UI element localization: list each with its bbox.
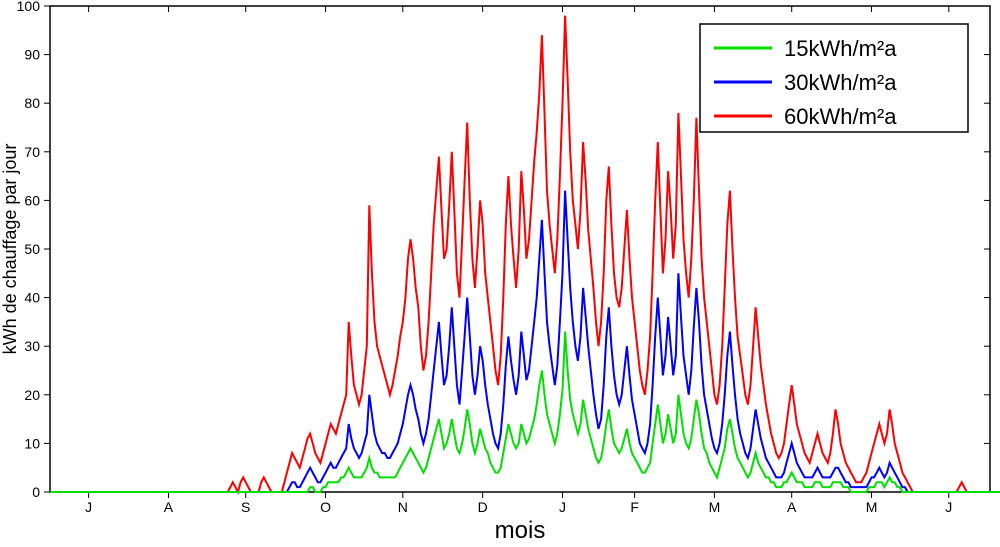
x-tick-label: O — [320, 499, 331, 515]
x-tick-label: A — [787, 499, 797, 515]
y-tick-label: 10 — [24, 435, 40, 451]
y-tick-label: 30 — [24, 338, 40, 354]
legend-label: 15kWh/m²a — [784, 36, 897, 61]
chart-svg: 0 10 20 30 40 50 60 70 80 90 100 J A S O N D J F M A M Jmois kW… — [0, 0, 1000, 547]
x-tick-label: J — [559, 499, 566, 515]
legend-label: 30kWh/m²a — [784, 70, 897, 95]
y-tick-label: 60 — [24, 192, 40, 208]
y-axis-label: kWh de chauffage par jour — [0, 144, 20, 355]
x-tick-label: N — [398, 499, 408, 515]
x-axis-label: mois — [495, 517, 546, 544]
y-tick-label: 80 — [24, 95, 40, 111]
y-tick-label: 40 — [24, 290, 40, 306]
y-tick-label: 20 — [24, 387, 40, 403]
heating-chart: 0 10 20 30 40 50 60 70 80 90 100 J A S O N D J F M A M Jmois kW… — [0, 0, 1000, 547]
y-tick-label: 90 — [24, 47, 40, 63]
x-tick-label: F — [630, 499, 639, 515]
y-tick-label: 70 — [24, 144, 40, 160]
legend-label: 60kWh/m²a — [784, 104, 897, 129]
x-tick-label: M — [866, 499, 878, 515]
y-tick-label: 100 — [17, 0, 41, 14]
y-tick-label: 0 — [32, 484, 40, 500]
x-tick-label: J — [85, 499, 92, 515]
x-tick-label: M — [709, 499, 721, 515]
x-tick-label: J — [945, 499, 952, 515]
x-tick-label: A — [164, 499, 174, 515]
x-tick-label: S — [241, 499, 250, 515]
y-tick-label: 50 — [24, 241, 40, 257]
x-tick-label: D — [478, 499, 488, 515]
